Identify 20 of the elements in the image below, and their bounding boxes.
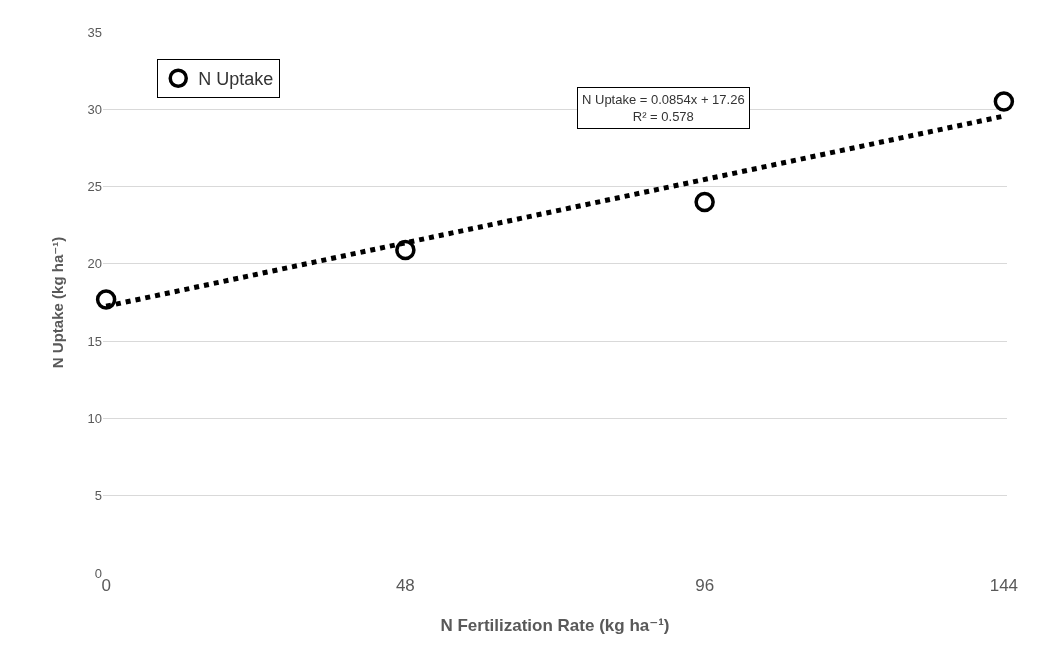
legend-label: N Uptake (198, 69, 274, 90)
x-tick-label: 96 (695, 576, 715, 595)
y-axis-title: N Uptake (kg ha⁻¹) (48, 236, 66, 369)
y-tick-label: 15 (87, 333, 102, 349)
point (395, 239, 416, 261)
point (694, 191, 715, 213)
y-tick-label: 5 (94, 488, 102, 504)
x-tick-label: 48 (395, 576, 415, 595)
x-axis-title: N Fertilization Rate (kg ha⁻¹) (440, 616, 670, 636)
y-tick-label: 20 (87, 256, 102, 272)
x-tick-label: 144 (989, 576, 1019, 595)
point (993, 91, 1015, 112)
y-tick-label: 0 (94, 565, 102, 581)
y-tick-label: 35 (87, 24, 102, 40)
annotation: R² = 0.578 (632, 108, 694, 124)
annotation: N Uptake = 0.0854x + 17.26 (582, 92, 745, 107)
y-tick-label: 30 (87, 101, 102, 117)
y-tick-label: 10 (87, 410, 102, 426)
y-tick-label: 25 (87, 179, 102, 195)
point (95, 289, 117, 310)
